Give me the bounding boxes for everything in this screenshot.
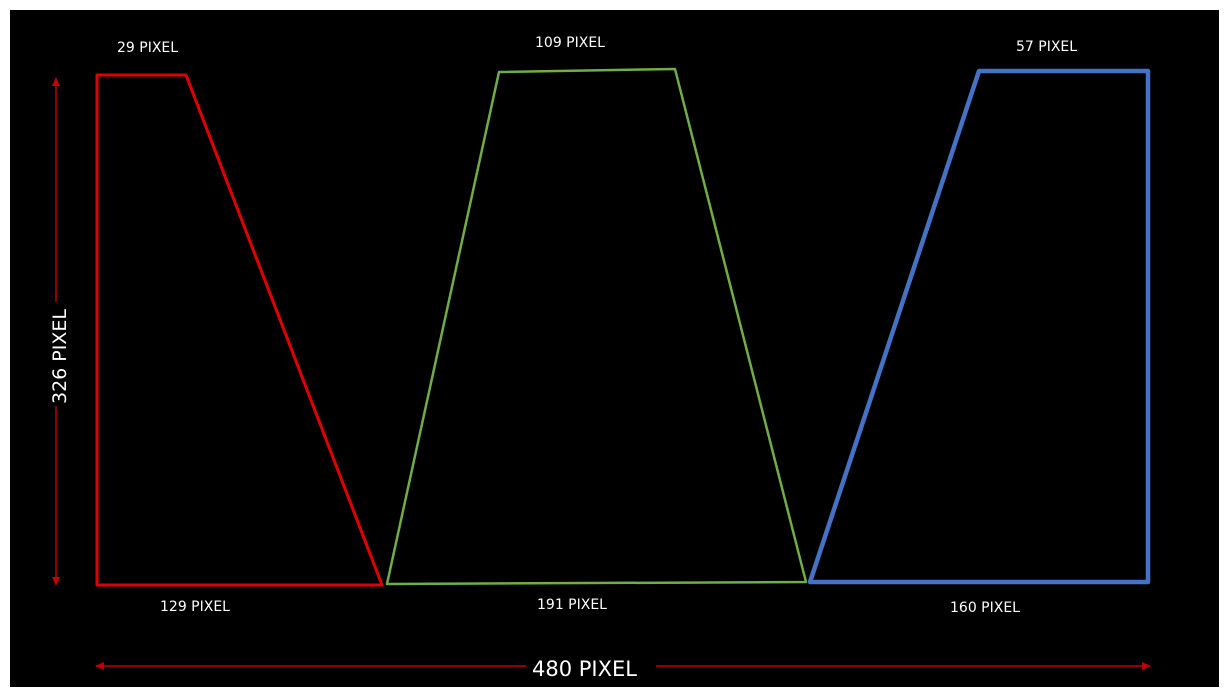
green-bottom-label: 191 PIXEL bbox=[537, 597, 607, 613]
red-top-label: 29 PIXEL bbox=[117, 40, 178, 56]
width-label-backing bbox=[526, 652, 656, 680]
total-width-label: 480 PIXEL bbox=[532, 657, 637, 681]
green-trapezoid bbox=[385, 67, 808, 586]
red-bottom-label: 129 PIXEL bbox=[160, 599, 230, 615]
blue-top-label: 57 PIXEL bbox=[1016, 39, 1077, 55]
green-top-label: 109 PIXEL bbox=[535, 35, 605, 51]
red-trapezoid bbox=[95, 73, 384, 587]
blue-bottom-label: 160 PIXEL bbox=[950, 600, 1020, 616]
total-height-label: 326 PIXEL bbox=[49, 309, 71, 404]
height-label-backing bbox=[45, 302, 69, 406]
diagram-canvas bbox=[10, 10, 1219, 687]
blue-trapezoid bbox=[807, 68, 1151, 585]
